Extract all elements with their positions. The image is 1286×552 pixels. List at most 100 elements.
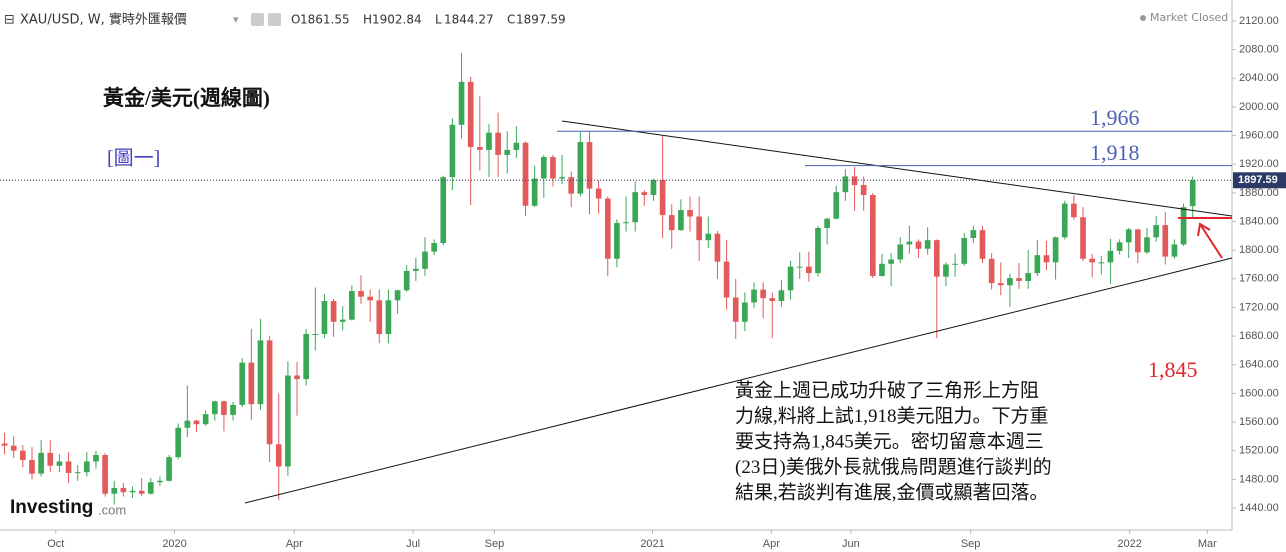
candle-body <box>83 461 90 473</box>
last-price-label: 1897.59 <box>1238 174 1278 186</box>
y-tick-label: 1720.00 <box>1239 301 1279 313</box>
candle-body <box>540 157 547 179</box>
candle-body <box>723 261 730 298</box>
candle-body <box>751 289 757 303</box>
candle-body <box>604 198 611 259</box>
candle-body <box>531 178 538 206</box>
x-tick-label: Sep <box>485 538 505 550</box>
candle-body <box>869 195 876 276</box>
upper-trendline <box>561 120 1233 217</box>
support-arrow <box>1199 223 1223 259</box>
candle-body <box>595 188 602 199</box>
ohlc-value: 1861.55 <box>300 13 350 27</box>
candle-body <box>1016 278 1022 281</box>
candle-body <box>1052 237 1059 263</box>
ohlc-value: 1844.27 <box>444 13 494 27</box>
candle-body <box>924 240 931 249</box>
ohlc-readout: O 1861.55 H 1902.84 L 1844.27 C 1897.59 <box>291 13 566 27</box>
candle-body <box>769 298 776 302</box>
candle-body <box>1116 242 1123 251</box>
ohlc-value: 1897.59 <box>516 13 566 27</box>
x-tick-label: 2020 <box>162 538 186 550</box>
candle-body <box>550 157 556 179</box>
candle-body <box>687 210 693 217</box>
eye-icon[interactable] <box>251 13 264 26</box>
candle-body <box>997 283 1004 286</box>
x-tick-label: Sep <box>961 538 981 550</box>
candle-body <box>239 362 246 405</box>
symbol-title: XAU/USD, W, 實時外匯報價 <box>20 12 187 28</box>
dropdown-icon[interactable]: ▾ <box>233 13 239 26</box>
lower-trendline <box>244 257 1233 504</box>
commentary: 黃金上週已成功升破了三角形上方阻力線,料將上試1,918美元阻力。下方重要支持為… <box>735 379 1052 503</box>
candle-body <box>349 290 355 320</box>
figure-label: [圖一] <box>107 148 160 170</box>
candle-body <box>93 455 99 462</box>
candle-body <box>486 132 492 150</box>
candle-body <box>513 142 520 150</box>
candle-body <box>157 480 163 483</box>
candle-body <box>1061 203 1068 238</box>
candle-body <box>586 142 593 189</box>
candle-body <box>29 460 35 474</box>
candle-body <box>705 233 712 241</box>
y-tick-label: 1560.00 <box>1239 416 1279 428</box>
x-tick-label: Apr <box>763 538 780 550</box>
candle-body <box>376 300 383 334</box>
candle-body <box>696 216 703 241</box>
candle-body <box>102 455 108 494</box>
candle-body <box>815 227 821 274</box>
candle-body <box>10 445 17 451</box>
candle-body <box>56 461 63 466</box>
ohlc-value: 1902.84 <box>372 13 422 27</box>
candle-body <box>1025 273 1032 281</box>
commentary-line: 要支持為1,845美元。密切留意本週三 <box>735 430 1044 452</box>
ohlc-key: C <box>507 13 515 27</box>
candle-body <box>184 420 191 428</box>
candle-body <box>806 266 812 274</box>
candle-body <box>1171 244 1178 257</box>
candle-body <box>970 230 977 238</box>
candle-body <box>1007 278 1013 286</box>
candle-body <box>888 259 894 264</box>
candle-body <box>1 443 8 446</box>
brand-name: Investing <box>10 497 93 518</box>
candle-body <box>842 176 849 193</box>
candle-body <box>467 81 474 148</box>
candle-body <box>979 230 986 259</box>
candle-body <box>1162 225 1169 257</box>
candle-body <box>933 240 940 277</box>
candle-body <box>230 404 236 415</box>
commentary-line: 力線,料將上試1,918美元阻力。下方重 <box>735 405 1049 427</box>
y-tick-label: 1480.00 <box>1239 473 1279 485</box>
candle-body <box>678 210 684 231</box>
y-tick-label: 2000.00 <box>1239 101 1279 113</box>
candle-body <box>943 264 949 277</box>
candle-body <box>248 362 255 405</box>
candle-body <box>339 319 346 322</box>
candle-body <box>504 149 511 155</box>
candle-body <box>632 192 639 223</box>
candle-body <box>1107 250 1114 263</box>
x-tick-label: 2022 <box>1117 538 1141 550</box>
candle-body <box>1034 255 1041 274</box>
candle-body <box>1080 217 1086 259</box>
settings-icon[interactable] <box>268 13 281 26</box>
candle-body <box>330 301 337 322</box>
candle-body <box>458 81 465 125</box>
collapse-icon[interactable]: ⊟ <box>4 13 15 28</box>
ohlc-key: H <box>363 13 372 27</box>
candle-body <box>211 401 218 415</box>
candle-body <box>1125 229 1132 243</box>
y-tick-label: 1920.00 <box>1239 158 1279 170</box>
x-tick-label: Jul <box>406 538 420 550</box>
y-tick-label: 1440.00 <box>1239 502 1279 514</box>
candle-body <box>1153 225 1159 238</box>
candle-body <box>202 414 209 425</box>
candle-body <box>668 215 675 231</box>
candle-body <box>824 218 830 228</box>
x-tick-label: Mar <box>1198 538 1217 550</box>
level-label: 1,845 <box>1148 357 1198 382</box>
candle-body <box>65 461 72 473</box>
commentary-line: 黃金上週已成功升破了三角形上方阻 <box>735 379 1039 401</box>
